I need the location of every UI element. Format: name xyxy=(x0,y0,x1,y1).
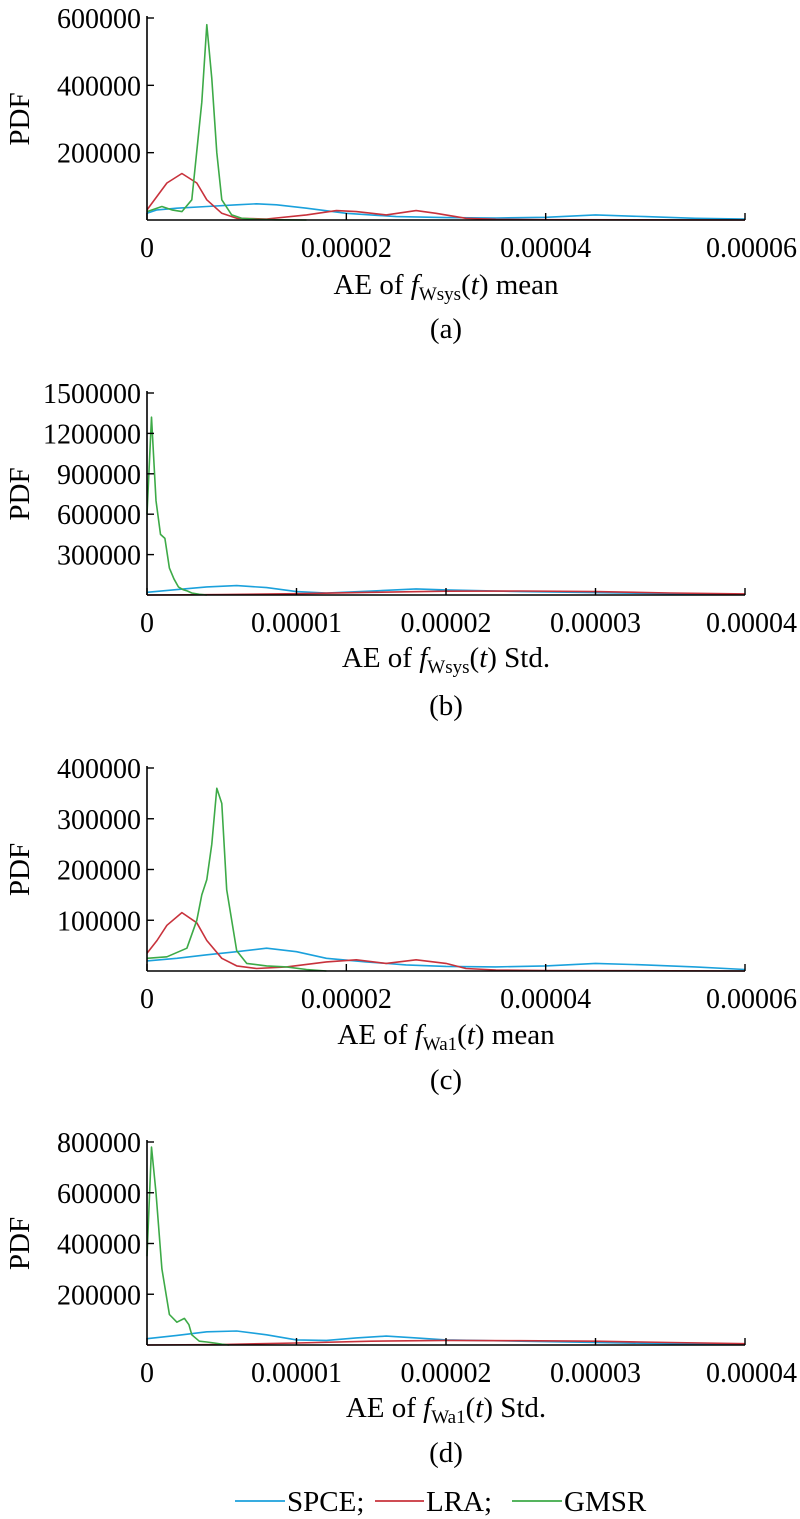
y-axis-title: PDF xyxy=(4,467,36,520)
x-axis-title-suffix: mean xyxy=(488,269,559,301)
y-axis-title: PDF xyxy=(4,92,36,145)
x-axis-title-t: t xyxy=(475,1392,484,1424)
legend-label: SPCE; xyxy=(287,1486,364,1518)
x-tick-label: 0 xyxy=(140,984,154,1015)
x-tick-label: 0.00001 xyxy=(251,608,342,639)
x-tick-label: 0.00001 xyxy=(251,1358,342,1389)
x-axis-title-prefix: AE of xyxy=(342,642,419,674)
y-axis-title: PDF xyxy=(4,1217,36,1270)
x-axis-title: AE of fWsys(t) mean xyxy=(333,269,559,305)
y-tick-label: 300000 xyxy=(57,805,141,836)
chart-panel: 200000 400000 600000 800000 0 0.00001 0.00002 0… xyxy=(4,1128,797,1469)
x-axis-title-prefix: AE of xyxy=(337,1019,414,1051)
panel-label: (c) xyxy=(430,1064,462,1096)
x-axis-title-open: ( xyxy=(457,1019,467,1051)
y-tick-label: 400000 xyxy=(57,1230,141,1261)
chart-panel: 300000 600000 900000 1200000 1500000 0 0.00001… xyxy=(4,379,797,722)
y-tick-label: 900000 xyxy=(57,460,141,491)
x-axis-title-suffix: Std. xyxy=(493,1392,546,1424)
x-tick-label: 0.00004 xyxy=(500,233,591,264)
y-tick-label: 300000 xyxy=(57,541,141,572)
x-tick-label: 0.00002 xyxy=(401,608,492,639)
x-tick-label: 0.00004 xyxy=(706,608,797,639)
x-axis-title-close: ) xyxy=(475,1019,485,1051)
panel-label: (b) xyxy=(429,690,463,722)
y-tick-label: 600000 xyxy=(57,1179,141,1210)
y-tick-label: 800000 xyxy=(57,1128,141,1159)
y-tick-label: 600000 xyxy=(57,4,141,35)
y-tick-label: 1500000 xyxy=(43,379,141,410)
x-axis-title-sub: Wsys xyxy=(419,284,461,305)
x-axis-title-open: ( xyxy=(470,642,480,674)
x-axis-title: AE of fWa1(t) Std. xyxy=(346,1392,546,1428)
x-tick-label: 0.00004 xyxy=(500,984,591,1015)
x-axis-title-sub: Wa1 xyxy=(423,1034,457,1055)
x-axis-title-sub: Wa1 xyxy=(431,1407,465,1428)
y-tick-label: 400000 xyxy=(57,71,141,102)
x-tick-label: 0.00004 xyxy=(706,1358,797,1389)
y-tick-label: 400000 xyxy=(57,754,141,785)
x-axis-title-open: ( xyxy=(466,1392,476,1424)
x-axis-title-close: ) xyxy=(487,642,497,674)
panel-label: (a) xyxy=(430,313,462,345)
chart-panel: 100000 200000 300000 400000 0 0.00002 0.00004 0… xyxy=(4,754,797,1096)
x-axis-title-open: ( xyxy=(461,269,471,301)
x-axis-title-sub: Wsys xyxy=(427,657,469,678)
y-tick-label: 100000 xyxy=(57,906,141,937)
series-line-gmsr xyxy=(146,1146,230,1346)
legend-label: LRA; xyxy=(426,1486,492,1518)
x-axis-title-prefix: AE of xyxy=(346,1392,423,1424)
series-line-lra xyxy=(146,172,746,221)
x-axis-title: AE of fWa1(t) mean xyxy=(337,1019,555,1055)
y-tick-label: 200000 xyxy=(57,139,141,170)
x-tick-label: 0 xyxy=(140,608,154,639)
x-axis-title-t: t xyxy=(479,642,488,674)
x-axis-title-close: ) xyxy=(479,269,489,301)
series-line-spce xyxy=(146,1330,746,1345)
x-tick-label: 0.00002 xyxy=(301,984,392,1015)
series-line-gmsr xyxy=(146,416,207,596)
y-tick-label: 600000 xyxy=(57,500,141,531)
x-tick-label: 0.00003 xyxy=(550,1358,641,1389)
legend-label: GMSR xyxy=(564,1486,647,1518)
y-tick-label: 200000 xyxy=(57,856,141,887)
panel-label: (d) xyxy=(429,1437,463,1469)
series-line-gmsr xyxy=(146,23,307,221)
legend: SPCE; LRA; GMSR xyxy=(235,1486,647,1518)
chart-panel: 200000 400000 600000 0 0.00002 0.00004 0.00006… xyxy=(4,4,797,345)
x-tick-label: 0 xyxy=(140,1358,154,1389)
x-axis-title-prefix: AE of xyxy=(333,269,410,301)
x-axis-title-t: t xyxy=(467,1019,476,1051)
series-line-gmsr xyxy=(146,787,327,972)
x-tick-label: 0.00006 xyxy=(706,984,797,1015)
x-axis-title-close: ) xyxy=(483,1392,493,1424)
x-axis-title-t: t xyxy=(471,269,480,301)
x-tick-label: 0.00002 xyxy=(401,1358,492,1389)
y-tick-label: 200000 xyxy=(57,1280,141,1311)
x-tick-label: 0.00002 xyxy=(301,233,392,264)
x-tick-label: 0.00003 xyxy=(550,608,641,639)
x-tick-label: 0 xyxy=(140,233,154,264)
y-tick-label: 1200000 xyxy=(43,419,141,450)
x-axis-title-suffix: Std. xyxy=(497,642,550,674)
series-line-lra xyxy=(146,911,746,972)
y-axis-title: PDF xyxy=(4,843,36,896)
x-axis-title: AE of fWsys(t) Std. xyxy=(342,642,550,678)
x-tick-label: 0.00006 xyxy=(706,233,797,264)
x-axis-title-suffix: mean xyxy=(485,1019,556,1051)
